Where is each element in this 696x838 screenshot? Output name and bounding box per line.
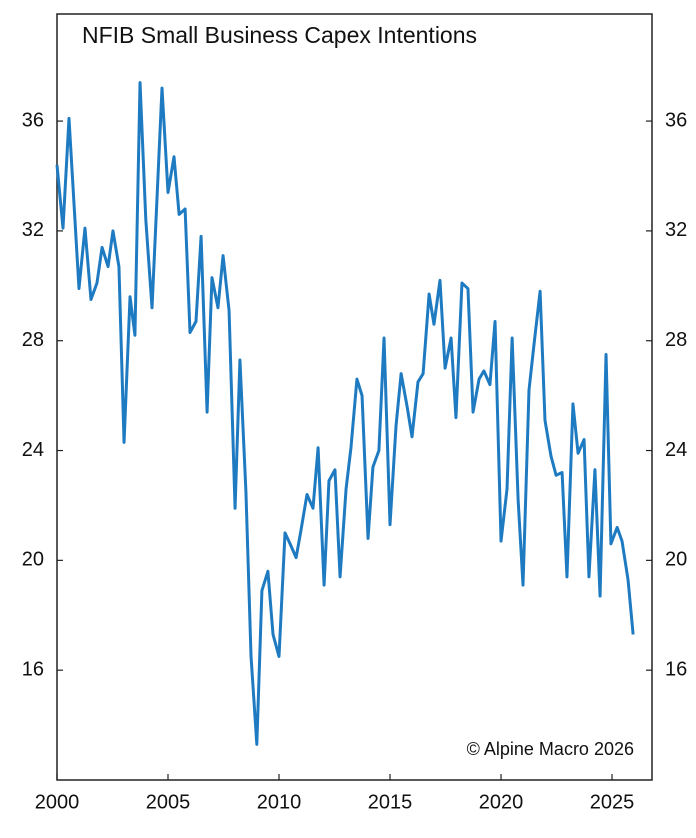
y2-tick-label: 24 [665,439,687,461]
data-line [55,81,635,746]
y-tick-label: 16 [22,658,44,680]
x-tick-label: 2010 [257,791,302,813]
x-tick-label: 2025 [590,791,635,813]
y2-tick-label: 16 [665,658,687,680]
y-tick-label: 24 [22,439,44,461]
y2-tick-label: 32 [665,219,687,241]
y-tick-label: 20 [22,549,44,571]
y-tick-label: 32 [22,219,44,241]
x-tick-label: 2015 [368,791,413,813]
x-tick-label: 2000 [35,791,80,813]
y-tick-label: 36 [22,109,44,131]
x-tick-label: 2020 [479,791,524,813]
chart-title: NFIB Small Business Capex Intentions [82,22,477,48]
x-tick-label: 2005 [146,791,191,813]
y2-tick-label: 36 [665,109,687,131]
y2-tick-label: 20 [665,549,687,571]
annotation: © Alpine Macro 2026 [467,739,634,759]
plot-frame [56,13,653,781]
y-tick-label: 28 [22,329,44,351]
y2-tick-label: 28 [665,329,687,351]
